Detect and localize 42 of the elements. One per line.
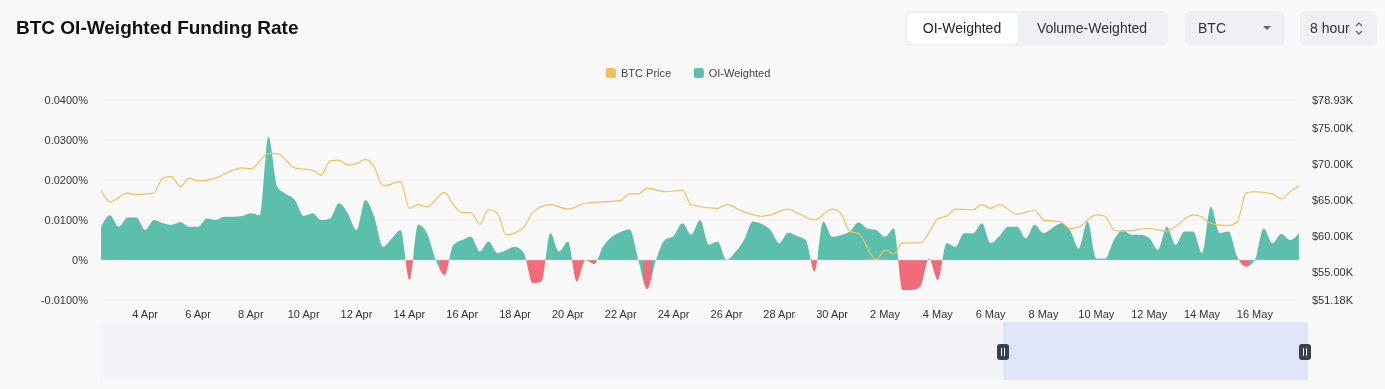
x-tick-label: 8 Apr xyxy=(237,308,264,320)
y2-tick-label: $65.00K xyxy=(1312,194,1354,207)
y-tick-label: 0% xyxy=(72,254,89,266)
y-tick-label: 0.0200% xyxy=(44,174,89,186)
y2-tick-label: $51.18K xyxy=(1312,294,1354,306)
chart-title: BTC OI-Weighted Funding Rate xyxy=(16,17,299,38)
x-tick-label: 6 May xyxy=(975,308,1007,320)
x-tick-label: 10 Apr xyxy=(287,308,320,320)
y2-tick-label: $75.00K xyxy=(1312,122,1354,135)
y-tick-label: 0.0300% xyxy=(44,134,89,146)
y-tick-label: -0.0100% xyxy=(40,294,89,306)
y2-tick-label: $70.00K xyxy=(1312,158,1354,171)
x-tick-label: 12 Apr xyxy=(340,308,373,320)
x-tick-label: 2 May xyxy=(869,308,901,320)
x-tick-label: 20 Apr xyxy=(551,308,585,320)
text: Volume-Weighted xyxy=(1036,20,1148,36)
text: BTC xyxy=(1198,20,1226,36)
y-tick-label: 0.0100% xyxy=(44,214,89,226)
x-tick-label: 26 Apr xyxy=(710,308,743,320)
x-tick-label: 22 Apr xyxy=(604,308,637,320)
x-tick-label: 4 May xyxy=(922,308,954,320)
x-tick-label: 6 Apr xyxy=(185,308,212,320)
x-tick-label: 30 Apr xyxy=(816,308,849,320)
legend-label: OI-Weighted xyxy=(708,67,771,79)
y2-tick-label: $78.93K xyxy=(1312,94,1354,106)
legend-label: BTC Price xyxy=(621,67,672,79)
x-tick-label: 16 May xyxy=(1236,308,1274,320)
y2-tick-label: $55.00K xyxy=(1312,266,1354,279)
x-tick-label: 18 Apr xyxy=(499,308,532,320)
x-tick-label: 28 Apr xyxy=(763,308,796,320)
x-tick-label: 10 May xyxy=(1078,308,1115,320)
x-tick-label: 8 May xyxy=(1028,308,1059,320)
text: OI-Weighted xyxy=(922,20,1002,36)
x-tick-label: 4 Apr xyxy=(132,308,159,320)
x-tick-label: 14 Apr xyxy=(393,308,426,320)
y-tick-label: 0.0400% xyxy=(44,94,89,106)
text: 8 hour xyxy=(1310,20,1351,36)
x-tick-label: 14 May xyxy=(1183,308,1221,320)
y2-tick-label: $60.00K xyxy=(1312,230,1354,243)
x-tick-label: 12 May xyxy=(1131,308,1168,320)
x-tick-label: 24 Apr xyxy=(657,308,690,320)
x-tick-label: 16 Apr xyxy=(446,308,479,320)
